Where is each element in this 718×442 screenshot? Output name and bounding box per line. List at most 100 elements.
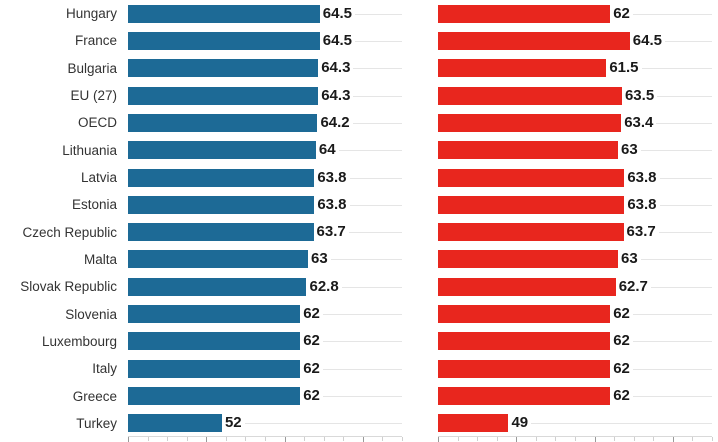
country-label: Latvia bbox=[80, 170, 117, 186]
right-bar-panel: 63.8 bbox=[438, 164, 712, 191]
panel-gap bbox=[402, 0, 438, 27]
left-bar bbox=[128, 195, 315, 214]
x-axis-left bbox=[128, 436, 403, 442]
country-label: Luxembourg bbox=[41, 333, 117, 349]
country-label: OECD bbox=[77, 115, 117, 131]
right-bar-panel: 63.4 bbox=[438, 109, 712, 136]
left-bar-panel: 64 bbox=[128, 137, 402, 164]
country-label: Bulgaria bbox=[67, 60, 117, 76]
right-bar-panel: 63.7 bbox=[438, 219, 712, 246]
panel-gap bbox=[402, 27, 438, 54]
left-value-label: 64 bbox=[315, 141, 339, 160]
right-bar-panel: 63.8 bbox=[438, 191, 712, 218]
major-tick bbox=[284, 437, 286, 442]
minor-tick bbox=[496, 437, 498, 441]
left-value-label: 64.3 bbox=[318, 59, 354, 78]
right-bar-panel: 64.5 bbox=[438, 27, 712, 54]
left-value-label: 64.5 bbox=[319, 31, 355, 50]
left-bar-panel: 62 bbox=[128, 382, 402, 409]
left-value-label: 62.8 bbox=[306, 277, 342, 296]
table-row: Malta 63 63 bbox=[0, 246, 718, 273]
country-label: Slovak Republic bbox=[20, 279, 117, 295]
right-bar-panel: 63 bbox=[438, 246, 712, 273]
minor-tick bbox=[477, 437, 479, 441]
right-bar bbox=[438, 223, 624, 242]
right-value-label: 63 bbox=[618, 250, 641, 269]
left-value-label: 63.7 bbox=[313, 223, 349, 242]
right-value-label: 62 bbox=[610, 4, 633, 23]
panel-gap bbox=[402, 246, 438, 273]
left-bar-panel: 64.3 bbox=[128, 55, 402, 82]
table-row: Turkey 52 49 bbox=[0, 410, 718, 437]
row-gridline bbox=[128, 423, 402, 425]
minor-tick bbox=[186, 437, 188, 441]
table-row: Hungary 64.5 62 bbox=[0, 0, 718, 27]
major-tick bbox=[672, 437, 674, 442]
left-value-label: 64.3 bbox=[318, 86, 354, 105]
left-value-label: 64.2 bbox=[317, 113, 353, 132]
panel-gap bbox=[402, 300, 438, 327]
right-bar-panel: 63.5 bbox=[438, 82, 712, 109]
left-bar bbox=[128, 332, 301, 351]
right-bar-panel: 62 bbox=[438, 355, 712, 382]
minor-tick bbox=[535, 437, 537, 441]
left-bar-panel: 64.2 bbox=[128, 109, 402, 136]
minor-tick bbox=[382, 437, 384, 441]
minor-tick bbox=[633, 437, 635, 441]
minor-tick bbox=[402, 437, 403, 441]
right-bar bbox=[438, 4, 611, 23]
table-row: Slovenia 62 62 bbox=[0, 300, 718, 327]
left-value-label: 63.8 bbox=[314, 195, 350, 214]
left-bar-panel: 63.7 bbox=[128, 219, 402, 246]
left-value-label: 62 bbox=[300, 332, 323, 351]
table-row: Slovak Republic 62.8 62.7 bbox=[0, 273, 718, 300]
left-value-label: 63.8 bbox=[314, 168, 350, 187]
country-label: EU (27) bbox=[70, 88, 117, 104]
right-value-label: 62 bbox=[610, 305, 633, 324]
right-value-label: 63.7 bbox=[623, 223, 659, 242]
left-bar-panel: 63 bbox=[128, 246, 402, 273]
right-bar-panel: 61.5 bbox=[438, 55, 712, 82]
left-bar-panel: 64.5 bbox=[128, 27, 402, 54]
left-value-label: 62 bbox=[300, 305, 323, 324]
table-row: OECD 64.2 63.4 bbox=[0, 109, 718, 136]
left-value-label: 63 bbox=[308, 250, 331, 269]
panel-gap bbox=[402, 137, 438, 164]
right-value-label: 62 bbox=[610, 387, 633, 406]
minor-tick bbox=[225, 437, 227, 441]
right-bar bbox=[438, 86, 622, 105]
right-value-label: 62 bbox=[610, 359, 633, 378]
left-bar bbox=[128, 305, 301, 324]
panel-gap bbox=[402, 164, 438, 191]
table-row: EU (27) 64.3 63.5 bbox=[0, 82, 718, 109]
right-value-label: 49 bbox=[508, 414, 532, 433]
major-tick bbox=[206, 437, 208, 442]
left-bar-panel: 64.3 bbox=[128, 82, 402, 109]
left-bar bbox=[128, 31, 320, 50]
minor-tick bbox=[692, 437, 694, 441]
panel-gap bbox=[402, 82, 438, 109]
right-value-label: 61.5 bbox=[606, 59, 642, 78]
left-bar bbox=[128, 168, 315, 187]
table-row: Lithuania 64 63 bbox=[0, 137, 718, 164]
right-bar bbox=[438, 113, 622, 132]
minor-tick bbox=[555, 437, 557, 441]
right-value-label: 62 bbox=[610, 332, 633, 351]
left-value-label: 64.5 bbox=[319, 4, 355, 23]
left-bar-panel: 62 bbox=[128, 355, 402, 382]
right-bar bbox=[438, 168, 625, 187]
major-tick bbox=[594, 437, 596, 442]
minor-tick bbox=[614, 437, 616, 441]
right-value-label: 63 bbox=[618, 141, 641, 160]
country-label: Lithuania bbox=[62, 142, 117, 158]
country-label: Slovenia bbox=[65, 306, 117, 322]
left-bar-panel: 63.8 bbox=[128, 164, 402, 191]
right-bar bbox=[438, 195, 625, 214]
right-bar-panel: 49 bbox=[438, 410, 712, 437]
left-bar bbox=[128, 223, 314, 242]
right-bar bbox=[438, 387, 611, 406]
table-row: Bulgaria 64.3 61.5 bbox=[0, 55, 718, 82]
right-bar-panel: 62.7 bbox=[438, 273, 712, 300]
